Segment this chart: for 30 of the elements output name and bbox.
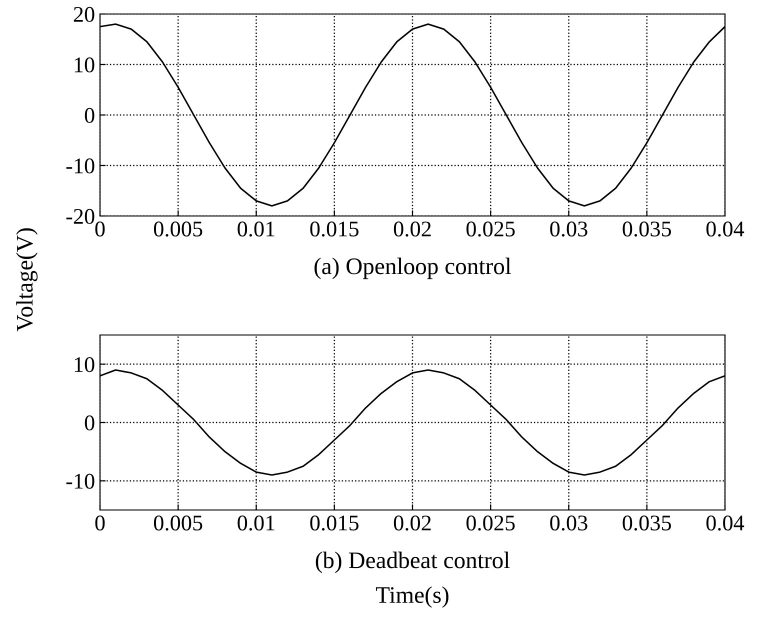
y-tick-label: -10	[66, 474, 94, 489]
x-tick-label: 0.025	[466, 222, 515, 237]
y-axis-title: Voltage(V)	[16, 228, 38, 332]
text: (b) Deadbeat control	[316, 552, 510, 574]
y-tick-label: 20	[74, 6, 94, 22]
x-tick-label: 0.015	[310, 516, 359, 531]
x-tick-label: 0.02	[394, 516, 431, 531]
x-tick-label: 0.01	[238, 222, 274, 237]
x-tick-label: 0.005	[154, 222, 202, 237]
y-tick-label: -10	[66, 158, 94, 174]
x-tick-label: 0.02	[394, 222, 431, 237]
x-tick-label: 0.04	[706, 516, 744, 531]
x-tick-label: 0.015	[310, 222, 359, 237]
x-tick-label: 0	[95, 516, 105, 530]
y-tick-label: 10	[74, 57, 94, 72]
x-tick-label: 0.035	[622, 222, 672, 237]
x-tick-label: 0.03	[550, 516, 588, 531]
x-tick-label: 0.025	[466, 516, 515, 531]
x-tick-label: 0.01	[238, 516, 274, 531]
x-axis-title: Time(s)	[376, 586, 448, 608]
y-tick-label: -20	[66, 208, 94, 224]
x-tick-label: 0	[95, 222, 105, 236]
x-tick-label: 0.035	[622, 516, 672, 531]
text: (a) Openloop control	[314, 258, 512, 280]
x-tick-label: 0.04	[706, 222, 744, 237]
y-tick-label: 10	[74, 357, 94, 372]
x-tick-label: 0.005	[154, 516, 202, 531]
y-tick-label: 0	[84, 108, 94, 123]
x-tick-label: 0.03	[550, 222, 588, 237]
y-tick-label: 0	[84, 415, 94, 430]
